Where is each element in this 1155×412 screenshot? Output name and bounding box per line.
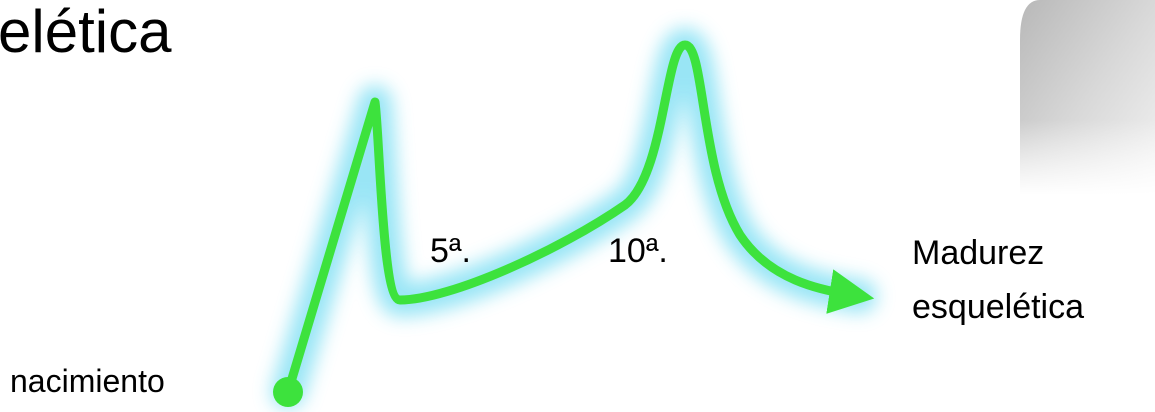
slide: elética nacimiento 5ª. 10ª. Madurez esqu… — [0, 0, 1155, 412]
start-label: nacimiento — [10, 363, 165, 399]
peak-label: 10ª. — [608, 232, 668, 270]
end-label: Madurez — [912, 234, 1044, 272]
slide-title: elética — [0, 0, 172, 65]
growth-curve — [273, 45, 860, 407]
peak-label: 5ª. — [430, 232, 471, 270]
page: {"title": "elética", "points": [ {"label… — [0, 0, 1155, 412]
photo-fragment — [1020, 0, 1155, 195]
end-label: esquelética — [912, 288, 1084, 326]
